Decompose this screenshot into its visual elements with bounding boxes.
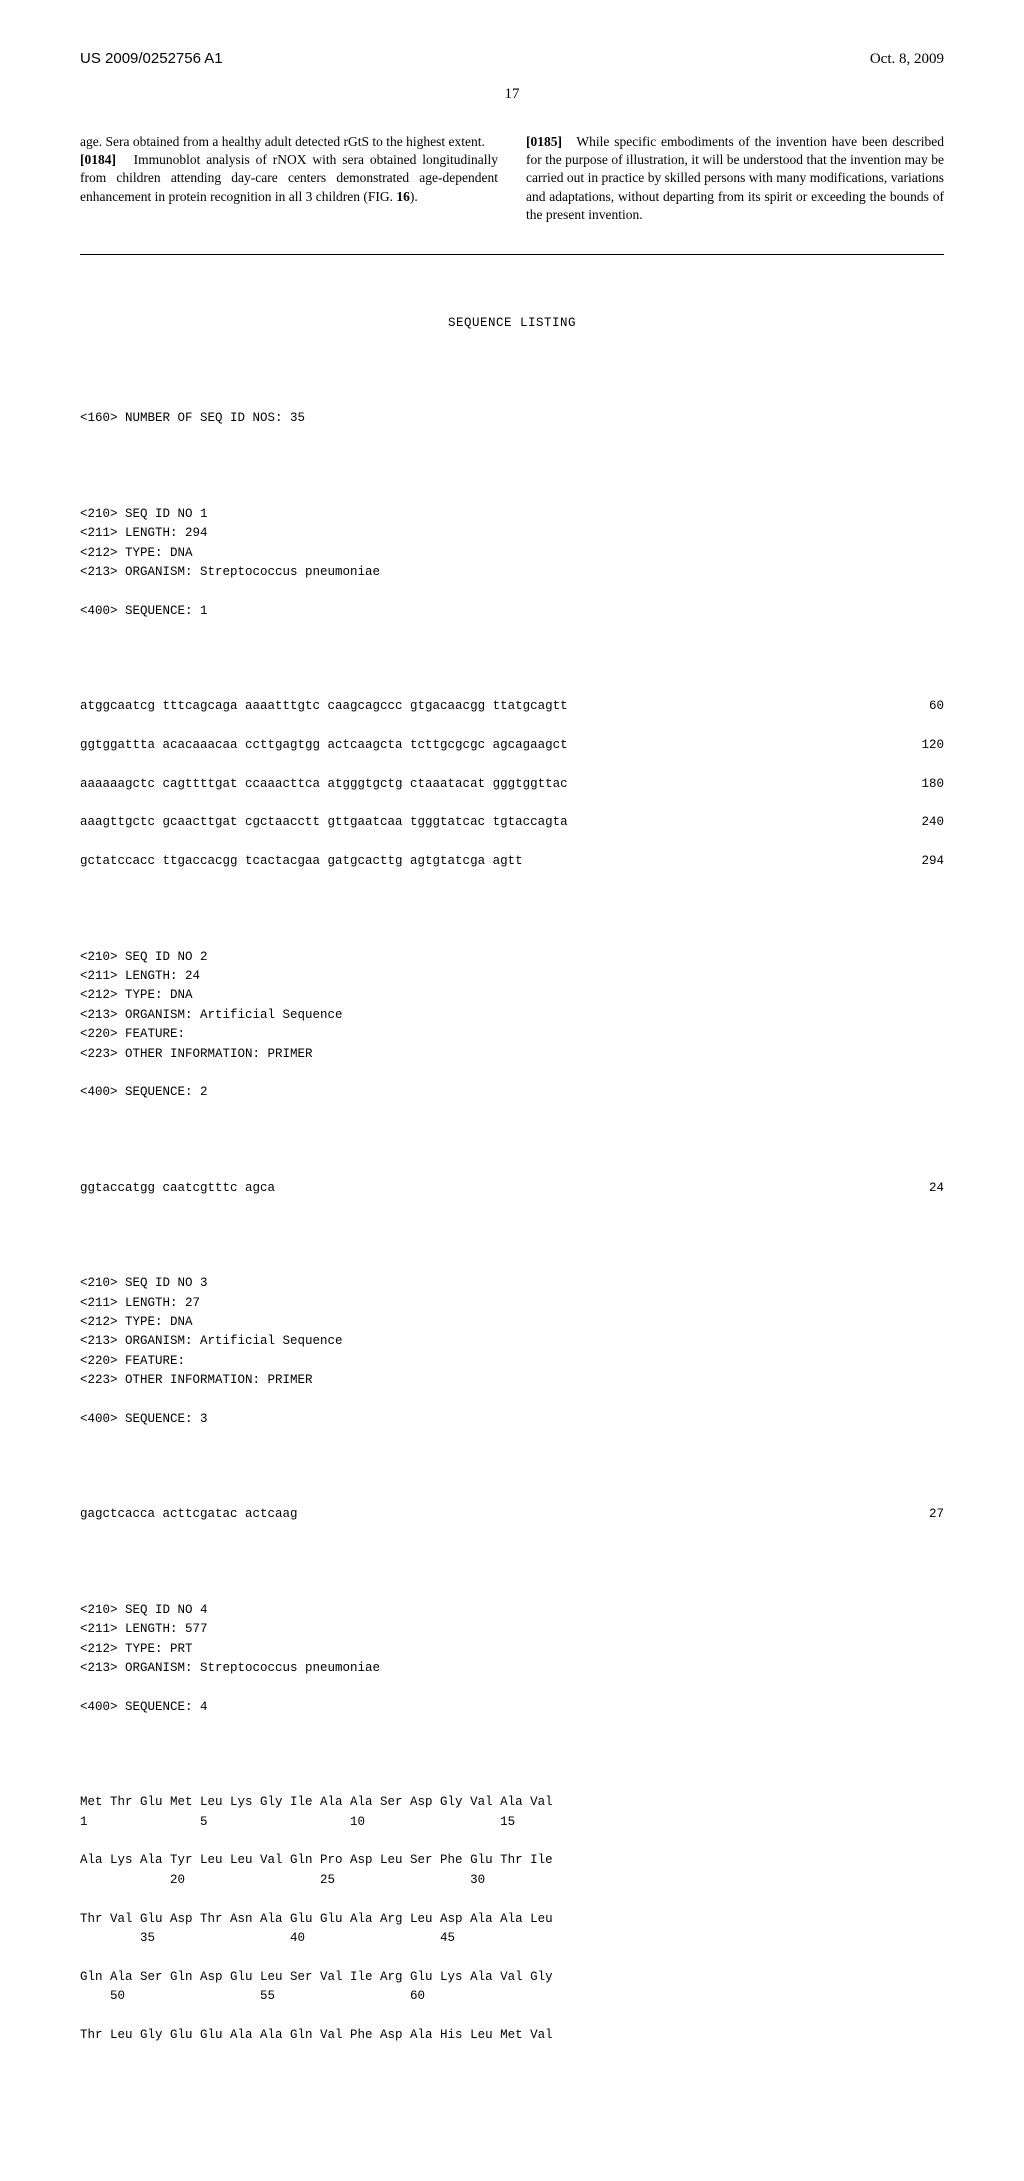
seq-bases: gctatccacc ttgaccacgg tcactacgaa gatgcac…: [80, 852, 874, 871]
seq-header-line: <212> TYPE: PRT: [80, 1642, 193, 1656]
publication-number: US 2009/0252756 A1: [80, 50, 223, 67]
seq-row: atggcaatcg tttcagcaga aaaatttgtc caagcag…: [80, 697, 944, 716]
left-column: age. Sera obtained from a healthy adult …: [80, 133, 498, 224]
seq-row: aaagttgctc gcaacttgat cgctaacctt gttgaat…: [80, 813, 944, 832]
seq-pos: 180: [874, 775, 944, 794]
seq-header-line: <400> SEQUENCE: 4: [80, 1700, 208, 1714]
seq-header-line: <400> SEQUENCE: 1: [80, 604, 208, 618]
sequence-listing-title: SEQUENCE LISTING: [80, 314, 944, 333]
body-columns: age. Sera obtained from a healthy adult …: [80, 133, 944, 224]
para-text-end: ).: [410, 189, 418, 204]
seq-header-line: <211> LENGTH: 24: [80, 969, 200, 983]
fig-number: 16: [396, 189, 410, 204]
seq-header-line: <212> TYPE: DNA: [80, 988, 193, 1002]
seq-header-line: <213> ORGANISM: Streptococcus pneumoniae: [80, 565, 380, 579]
seq-header-line: <223> OTHER INFORMATION: PRIMER: [80, 1373, 313, 1387]
seq-pos: 294: [874, 852, 944, 871]
para-label: [0185]: [526, 134, 562, 149]
publication-date: Oct. 8, 2009: [870, 51, 944, 68]
seq-pos: 24: [874, 1179, 944, 1198]
para-text: Immunoblot analysis of rNOX with sera ob…: [80, 152, 498, 203]
seq-header-line: <213> ORGANISM: Artificial Sequence: [80, 1334, 343, 1348]
seq-count: <160> NUMBER OF SEQ ID NOS: 35: [80, 409, 944, 428]
seq-aa-line: Thr Leu Gly Glu Glu Ala Ala Gln Val Phe …: [80, 2028, 553, 2042]
seq-aa-line: Met Thr Glu Met Leu Lys Gly Ile Ala Ala …: [80, 1795, 553, 1809]
seq-bases: aaaaaagctc cagttttgat ccaaacttca atgggtg…: [80, 775, 874, 794]
seq-2-header: <210> SEQ ID NO 2 <211> LENGTH: 24 <212>…: [80, 948, 944, 1103]
seq-header-line: <213> ORGANISM: Streptococcus pneumoniae: [80, 1661, 380, 1675]
seq-pos: 240: [874, 813, 944, 832]
seq-1-header: <210> SEQ ID NO 1 <211> LENGTH: 294 <212…: [80, 505, 944, 621]
seq-1-body: atggcaatcg tttcagcaga aaaatttgtc caagcag…: [80, 697, 944, 871]
seq-header-line: <211> LENGTH: 577: [80, 1622, 208, 1636]
seq-header-line: <211> LENGTH: 27: [80, 1296, 200, 1310]
seq-header-line: <210> SEQ ID NO 2: [80, 950, 208, 964]
para-text: While specific embodiments of the invent…: [526, 134, 944, 222]
para-0184: [0184] Immunoblot analysis of rNOX with …: [80, 151, 498, 206]
seq-4-header: <210> SEQ ID NO 4 <211> LENGTH: 577 <212…: [80, 1601, 944, 1717]
seq-row: gagctcacca acttcgatac actcaag27: [80, 1505, 944, 1524]
seq-row: aaaaaagctc cagttttgat ccaaacttca atgggtg…: [80, 775, 944, 794]
page-header: US 2009/0252756 A1 Oct. 8, 2009: [80, 50, 944, 68]
seq-bases: gagctcacca acttcgatac actcaag: [80, 1505, 874, 1524]
seq-bases: ggtggattta acacaaacaa ccttgagtgg actcaag…: [80, 736, 874, 755]
seq-header-line: <400> SEQUENCE: 2: [80, 1085, 208, 1099]
seq-header-line: <212> TYPE: DNA: [80, 1315, 193, 1329]
seq-row: gctatccacc ttgaccacgg tcactacgaa gatgcac…: [80, 852, 944, 871]
seq-row: ggtaccatgg caatcgtttc agca24: [80, 1179, 944, 1198]
seq-pos-line: 20 25 30: [80, 1873, 485, 1887]
seq-3-header: <210> SEQ ID NO 3 <211> LENGTH: 27 <212>…: [80, 1274, 944, 1429]
seq-3-body: gagctcacca acttcgatac actcaag27: [80, 1505, 944, 1524]
seq-pos: 60: [874, 697, 944, 716]
page-container: US 2009/0252756 A1 Oct. 8, 2009 17 age. …: [0, 0, 1024, 2181]
seq-row: ggtggattta acacaaacaa ccttgagtgg actcaag…: [80, 736, 944, 755]
page-number: 17: [80, 86, 944, 103]
seq-header-line: <212> TYPE: DNA: [80, 546, 193, 560]
sequence-listing: SEQUENCE LISTING <160> NUMBER OF SEQ ID …: [80, 254, 944, 2121]
seq-pos: 27: [874, 1505, 944, 1524]
seq-aa-line: Gln Ala Ser Gln Asp Glu Leu Ser Val Ile …: [80, 1970, 553, 1984]
seq-4-body: Met Thr Glu Met Leu Lys Gly Ile Ala Ala …: [80, 1793, 944, 2045]
seq-bases: ggtaccatgg caatcgtttc agca: [80, 1179, 874, 1198]
seq-aa-line: Thr Val Glu Asp Thr Asn Ala Glu Glu Ala …: [80, 1912, 553, 1926]
seq-header-line: <210> SEQ ID NO 1: [80, 507, 208, 521]
seq-pos: 120: [874, 736, 944, 755]
para-0185: [0185] While specific embodiments of the…: [526, 133, 944, 224]
seq-header-line: <213> ORGANISM: Artificial Sequence: [80, 1008, 343, 1022]
seq-header-line: <220> FEATURE:: [80, 1027, 185, 1041]
seq-header-line: <211> LENGTH: 294: [80, 526, 208, 540]
seq-bases: atggcaatcg tttcagcaga aaaatttgtc caagcag…: [80, 697, 874, 716]
seq-aa-line: Ala Lys Ala Tyr Leu Leu Val Gln Pro Asp …: [80, 1853, 553, 1867]
seq-pos-line: 1 5 10 15: [80, 1815, 515, 1829]
seq-pos-line: 35 40 45: [80, 1931, 455, 1945]
seq-2-body: ggtaccatgg caatcgtttc agca24: [80, 1179, 944, 1198]
seq-bases: aaagttgctc gcaacttgat cgctaacctt gttgaat…: [80, 813, 874, 832]
seq-header-line: <220> FEATURE:: [80, 1354, 185, 1368]
seq-header-line: <400> SEQUENCE: 3: [80, 1412, 208, 1426]
seq-header-line: <210> SEQ ID NO 4: [80, 1603, 208, 1617]
seq-header-line: <223> OTHER INFORMATION: PRIMER: [80, 1047, 313, 1061]
seq-pos-line: 50 55 60: [80, 1989, 425, 2003]
para-0183-cont: age. Sera obtained from a healthy adult …: [80, 133, 498, 151]
right-column: [0185] While specific embodiments of the…: [526, 133, 944, 224]
seq-header-line: <210> SEQ ID NO 3: [80, 1276, 208, 1290]
para-label: [0184]: [80, 152, 116, 167]
